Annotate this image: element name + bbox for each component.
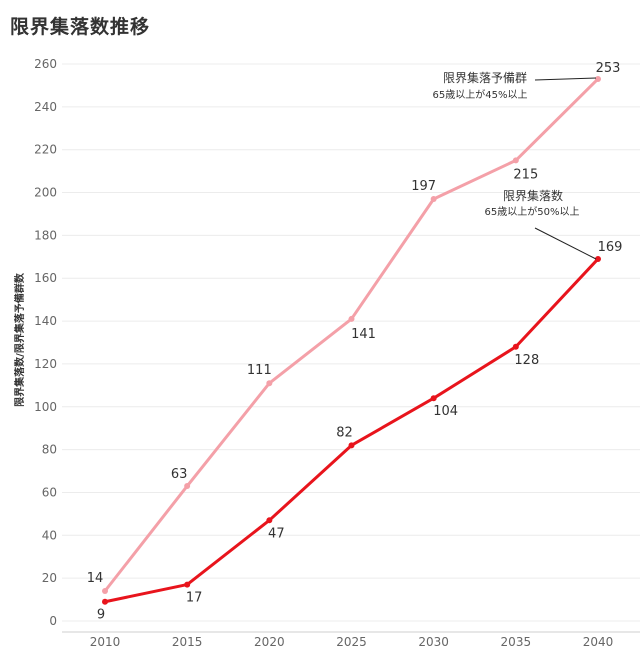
- data-point: [266, 380, 273, 387]
- data-labels: 14 63 111 141 197 215 253 9 17 47 82 104 128 169: [87, 61, 623, 623]
- y-tick-label: 40: [42, 528, 57, 542]
- y-tick-label: 260: [34, 57, 57, 71]
- y-tick-label: 140: [34, 314, 57, 328]
- data-point: [595, 75, 601, 82]
- data-label: 47: [268, 526, 285, 541]
- data-label: 128: [514, 353, 539, 368]
- data-point: [184, 581, 191, 588]
- data-label: 169: [598, 240, 623, 255]
- y-tick-label: 120: [34, 357, 57, 371]
- data-label: 63: [171, 467, 188, 482]
- data-label: 82: [336, 425, 353, 440]
- y-tick-label: 20: [42, 571, 57, 585]
- annotation-subtitle: 65歳以上が50%以上: [485, 205, 580, 218]
- x-tick-label: 2030: [418, 635, 449, 649]
- y-tick-label: 160: [34, 271, 57, 285]
- data-label: 17: [186, 591, 203, 606]
- annotation-leader: [534, 227, 597, 260]
- data-point: [102, 588, 108, 595]
- chart-title: 限界集落数推移: [10, 16, 151, 38]
- y-tick-label: 60: [42, 485, 57, 499]
- data-point: [266, 517, 273, 524]
- data-label: 14: [87, 571, 104, 586]
- y-axis-label: 限界集落数/限界集落予備群数: [13, 272, 26, 407]
- x-tick-label: 2015: [172, 635, 203, 649]
- data-point: [430, 195, 437, 202]
- data-point: [184, 483, 191, 490]
- annotation-leader: [534, 77, 597, 81]
- data-point: [595, 255, 601, 262]
- data-label: 104: [433, 404, 458, 419]
- data-label: 9: [97, 608, 105, 623]
- data-point: [512, 157, 519, 164]
- x-axis-ticks: 2010 2015 2020 2025 2030 2035 2040: [90, 635, 614, 649]
- data-point: [512, 343, 519, 350]
- x-tick-label: 2025: [336, 635, 367, 649]
- grid-lines: [62, 63, 640, 633]
- data-point: [430, 395, 437, 402]
- annotation-title: 限界集落予備群: [443, 70, 527, 85]
- y-tick-label: 180: [34, 228, 57, 242]
- y-tick-label: 200: [34, 186, 57, 200]
- annotation-subtitle: 65歳以上が45%以上: [433, 88, 528, 101]
- data-point: [348, 442, 355, 449]
- data-label: 111: [247, 363, 272, 378]
- x-tick-label: 2020: [254, 635, 285, 649]
- data-label: 253: [596, 61, 621, 76]
- y-tick-label: 220: [34, 143, 57, 157]
- data-label: 141: [351, 327, 376, 342]
- x-tick-label: 2040: [583, 635, 614, 649]
- annotation-title: 限界集落数: [503, 188, 563, 203]
- data-label: 215: [513, 167, 538, 182]
- x-tick-label: 2035: [501, 635, 532, 649]
- y-tick-label: 100: [34, 400, 57, 414]
- series-points: [102, 75, 601, 605]
- data-label: 197: [411, 179, 436, 194]
- y-tick-label: 0: [49, 614, 57, 628]
- y-tick-label: 240: [34, 100, 57, 114]
- y-axis-ticks: 0 20 40 60 80 100 120 140 160 180 200 220 240 260: [34, 57, 57, 628]
- x-tick-label: 2010: [90, 635, 121, 649]
- y-tick-label: 80: [42, 443, 57, 457]
- data-point: [102, 598, 108, 605]
- data-point: [348, 315, 355, 322]
